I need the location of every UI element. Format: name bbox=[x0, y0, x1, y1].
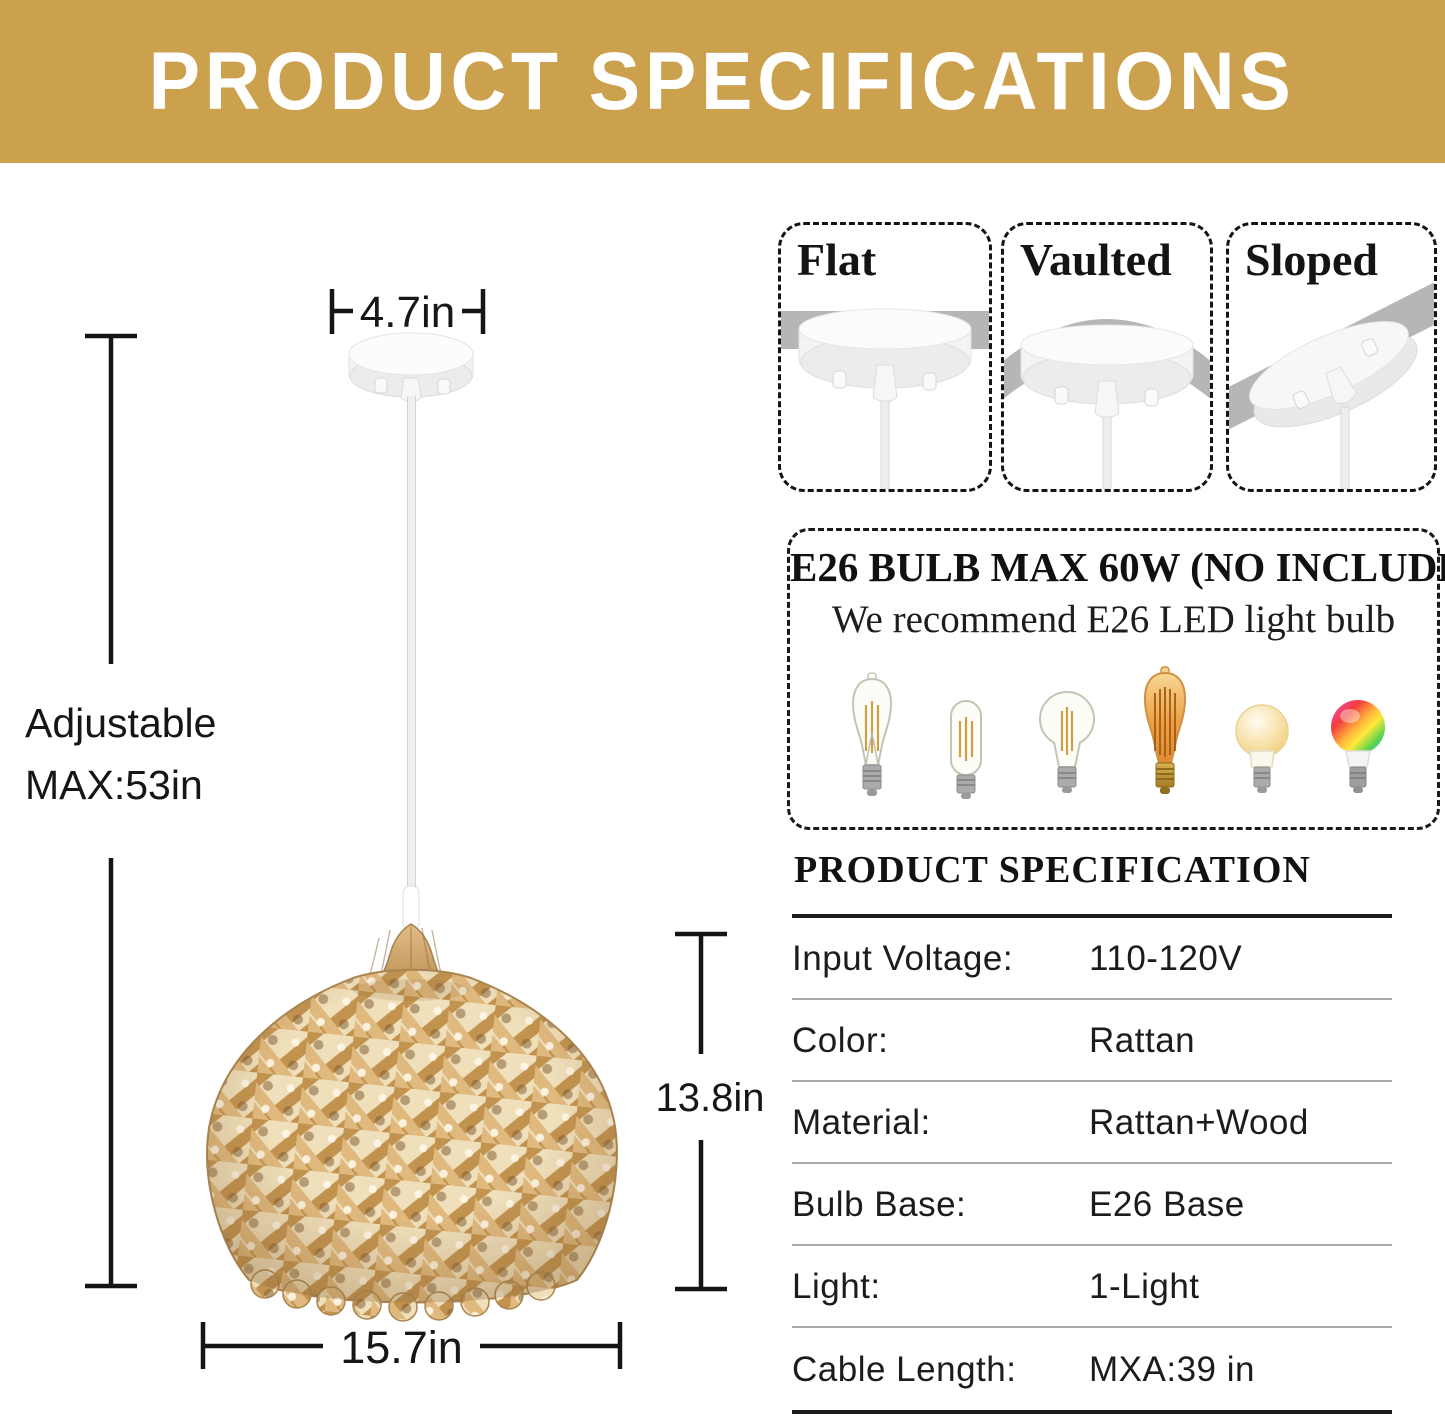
mount-type-sloped-card: Sloped bbox=[1226, 222, 1437, 492]
spec-label: Input Voltage: bbox=[792, 938, 1014, 978]
spec-value: Rattan+Wood bbox=[1089, 1102, 1309, 1142]
vaulted-ceiling-mount-icon bbox=[1004, 319, 1210, 489]
shade-height-dimension: 13.8in bbox=[655, 1076, 765, 1120]
spec-value: E26 Base bbox=[1089, 1184, 1245, 1224]
warm-white-led-bulb-icon bbox=[1235, 704, 1289, 793]
pendant-cord bbox=[407, 396, 416, 892]
spec-row-color: Color: Rattan bbox=[792, 1000, 1392, 1082]
spec-row-cable-length: Cable Length: MXA:39 in bbox=[792, 1328, 1392, 1410]
spec-row-input-voltage: Input Voltage: 110-120V bbox=[792, 918, 1392, 1000]
spec-value: MXA:39 in bbox=[1089, 1349, 1255, 1389]
spec-table-rows: Input Voltage: 110-120V Color: Rattan Ma… bbox=[792, 914, 1392, 1414]
t45-filament-bulb-icon bbox=[950, 700, 982, 799]
spec-row-light: Light: 1-Light bbox=[792, 1246, 1392, 1328]
a19-filament-bulb-icon bbox=[1039, 691, 1095, 793]
adjustable-label: Adjustable bbox=[25, 700, 217, 746]
flat-ceiling-mount-icon bbox=[781, 308, 989, 489]
spec-value: 1-Light bbox=[1089, 1266, 1200, 1306]
sloped-ceiling-mount-icon bbox=[1229, 262, 1434, 489]
spec-row-material: Material: Rattan+Wood bbox=[792, 1082, 1392, 1164]
rgb-smart-bulb-icon bbox=[1331, 700, 1385, 793]
bulb-recommendation-card: E26 BULB MAX 60W (NO INCLUDED) We recomm… bbox=[787, 528, 1445, 830]
spec-label: Light: bbox=[792, 1266, 881, 1306]
mount-type-sloped-label: Sloped bbox=[1245, 234, 1378, 285]
ceiling-canopy-icon bbox=[348, 332, 474, 402]
spec-row-bulb-base: Bulb Base: E26 Base bbox=[792, 1164, 1392, 1246]
spec-label: Material: bbox=[792, 1102, 931, 1142]
spec-label: Cable Length: bbox=[792, 1349, 1017, 1389]
spec-table-title: PRODUCT SPECIFICATION bbox=[794, 849, 1311, 891]
page-title: PRODUCT SPECIFICATIONS bbox=[149, 35, 1296, 127]
adjustable-max-value: MAX:53in bbox=[25, 762, 203, 808]
canopy-width-dimension: 4.7in bbox=[359, 288, 456, 337]
rattan-shade-illustration bbox=[206, 885, 618, 1322]
shade-width-dimension: 15.7in bbox=[340, 1322, 463, 1373]
bulb-box-subtitle: We recommend E26 LED light bulb bbox=[831, 598, 1396, 641]
bulb-box-title: E26 BULB MAX 60W (NO INCLUDED) bbox=[790, 544, 1445, 590]
mount-type-flat-label: Flat bbox=[797, 234, 877, 285]
spec-value: Rattan bbox=[1089, 1020, 1196, 1060]
spec-table: PRODUCT SPECIFICATION Input Voltage: 110… bbox=[792, 848, 1392, 1414]
mount-type-flat-card: Flat bbox=[778, 222, 992, 492]
mount-type-vaulted-label: Vaulted bbox=[1020, 234, 1172, 285]
banner: PRODUCT SPECIFICATIONS bbox=[0, 0, 1445, 163]
spec-value: 110-120V bbox=[1089, 938, 1243, 978]
st64-filament-bulb-icon bbox=[851, 672, 893, 796]
amber-edison-bulb-icon bbox=[1143, 666, 1187, 794]
mount-type-vaulted-card: Vaulted bbox=[1001, 222, 1213, 492]
spec-label: Color: bbox=[792, 1020, 889, 1060]
spec-label: Bulb Base: bbox=[792, 1184, 967, 1224]
